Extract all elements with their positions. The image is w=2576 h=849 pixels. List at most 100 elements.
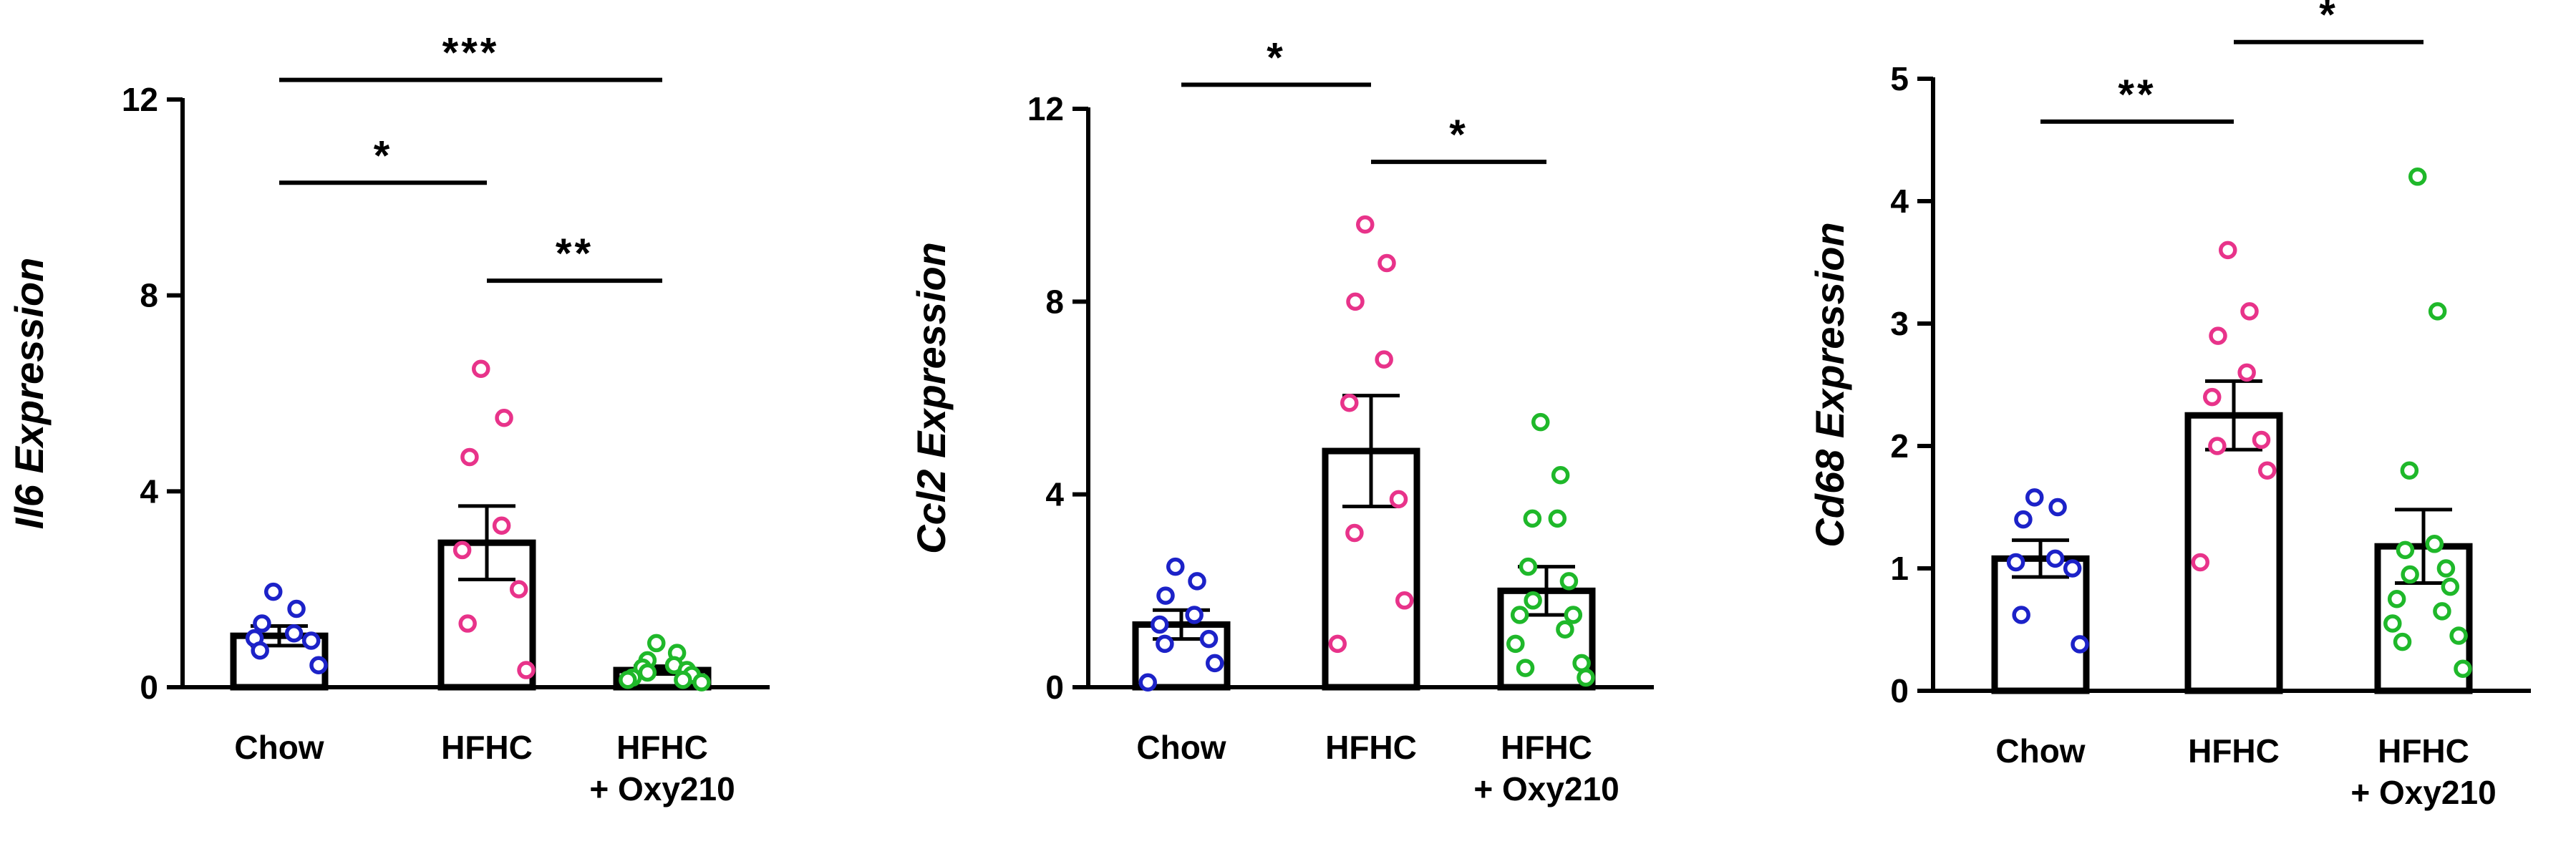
data-point: [452, 540, 472, 560]
category-label: HFHC: [2188, 732, 2280, 770]
y-tick-label: 5: [1890, 60, 1909, 97]
data-point: [1340, 393, 1359, 412]
data-point: [2436, 559, 2456, 578]
data-point: [647, 634, 666, 653]
data-point: [460, 447, 479, 467]
data-point: [2208, 437, 2227, 455]
data-point: [2441, 577, 2460, 596]
data-point: [1156, 586, 1175, 605]
y-tick-label: 0: [1890, 672, 1909, 709]
data-point: [495, 408, 513, 427]
significance-stars: **: [2118, 72, 2156, 118]
data-point: [2400, 461, 2419, 480]
data-point: [301, 631, 321, 650]
data-point: [2071, 635, 2089, 654]
data-point: [619, 670, 637, 689]
data-point: [509, 580, 528, 598]
data-point: [2387, 590, 2406, 608]
chart-panel-2: Ccl2 Expression 0 4 8 12 Chow HFHC HFHC + Oxy210…: [909, 34, 1654, 807]
data-point: [1156, 634, 1174, 654]
chart-panel-3: Cd68 Expression 0 1 2 3 4 5 Chow HFHC HFHC + Oxy21…: [1807, 0, 2531, 811]
data-point: [2396, 540, 2415, 560]
data-point: [2203, 387, 2222, 407]
data-point: [674, 670, 692, 689]
significance-stars: *: [2319, 0, 2338, 39]
data-point: [1185, 606, 1204, 624]
y-tick-label: 4: [140, 472, 158, 510]
data-point: [309, 656, 328, 674]
y-tick-label: 12: [122, 81, 158, 118]
data-point: [1559, 572, 1579, 591]
significance-stars: *: [1267, 34, 1286, 81]
y-tick-label: 2: [1890, 427, 1909, 465]
category-label: Chow: [1136, 729, 1226, 766]
significance-stars: ***: [442, 30, 500, 77]
data-point: [1166, 557, 1185, 576]
category-label: HFHC + Oxy210: [1473, 729, 1619, 807]
y-axis-label: Il6 Expression: [6, 258, 52, 530]
data-point: [2048, 498, 2067, 517]
data-point: [1188, 572, 1206, 591]
y-tick-label: 12: [1027, 90, 1064, 127]
data-point: [472, 359, 490, 379]
data-point: [2237, 363, 2256, 382]
data-point: [1375, 350, 1393, 369]
data-point: [2401, 565, 2419, 584]
data-point: [1564, 606, 1583, 624]
data-point: [2006, 553, 2025, 572]
data-point: [1524, 591, 1542, 610]
y-axis-label: Cd68 Expression: [1807, 222, 1852, 547]
data-point: [2025, 488, 2044, 507]
data-point: [2252, 430, 2271, 450]
data-point: [1516, 659, 1535, 677]
y-tick-label: 0: [140, 669, 158, 706]
data-point: [287, 599, 306, 618]
data-point: [458, 614, 477, 633]
data-point: [2063, 559, 2082, 578]
significance-stars: *: [1449, 112, 1468, 158]
data-point: [2014, 510, 2033, 529]
data-point: [2433, 602, 2451, 621]
y-axis-label: Ccl2 Expression: [909, 242, 954, 554]
y-tick-label: 3: [1890, 305, 1909, 342]
chart-panel-1: Il6 Expression 0 4 8 12 Chow HFHC HFHC + Oxy210 *…: [6, 30, 770, 807]
category-label: HFHC + Oxy210: [2350, 732, 2496, 811]
data-point: [1138, 673, 1157, 692]
data-point: [1577, 668, 1595, 687]
category-label: Chow: [1995, 732, 2085, 770]
data-point: [2240, 302, 2259, 321]
significance-stars: **: [556, 231, 594, 277]
y-tick-label: 4: [1045, 476, 1064, 513]
data-point: [2012, 606, 2030, 624]
data-point: [2191, 553, 2209, 572]
data-point: [1551, 465, 1570, 485]
category-label: HFHC: [1325, 729, 1417, 766]
data-point: [2258, 461, 2277, 480]
category-label: Chow: [234, 729, 324, 766]
data-point: [1548, 509, 1567, 528]
y-tick-label: 4: [1890, 183, 1909, 220]
data-point: [2408, 168, 2427, 186]
data-point: [638, 663, 657, 682]
data-point: [1206, 654, 1224, 673]
data-point: [1345, 523, 1364, 543]
data-point: [264, 582, 283, 601]
data-point: [1395, 591, 1414, 610]
significance-stars: *: [374, 132, 393, 179]
y-tick-label: 0: [1045, 669, 1064, 706]
data-point: [2449, 626, 2468, 645]
data-point: [1531, 412, 1550, 432]
y-tick-label: 8: [1045, 283, 1064, 320]
data-point: [1510, 606, 1529, 624]
data-point: [692, 673, 711, 692]
y-tick-label: 1: [1890, 550, 1909, 587]
data-point: [1523, 509, 1542, 528]
data-point: [2219, 241, 2237, 260]
category-label: HFHC: [441, 729, 533, 766]
data-point: [1328, 634, 1347, 654]
data-point: [2383, 614, 2402, 633]
data-point: [1151, 615, 1169, 634]
data-point: [1572, 654, 1591, 673]
data-point: [2209, 326, 2227, 345]
